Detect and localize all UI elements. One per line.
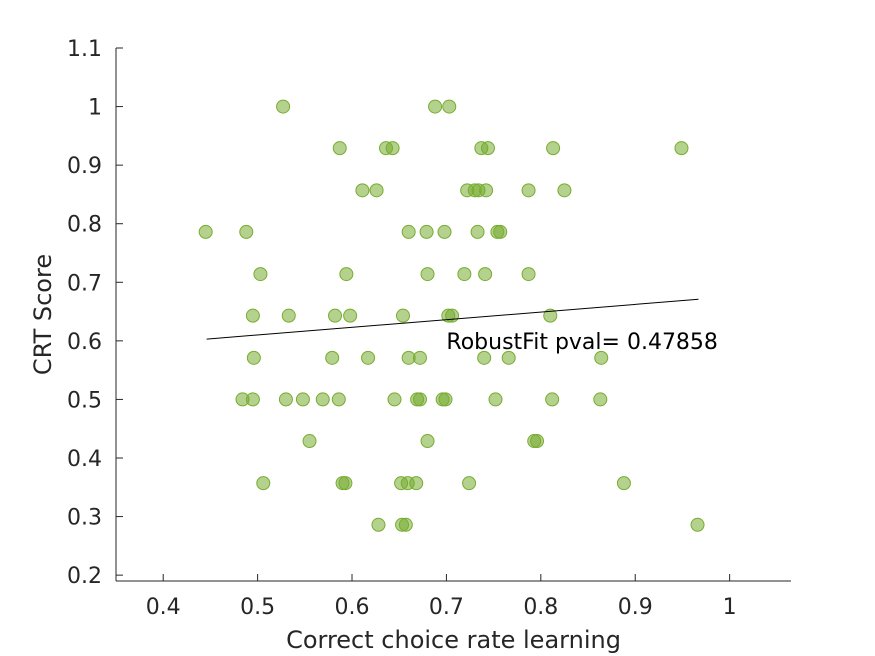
x-ticks: 0.4 0.5 0.6 0.7 0.8 0.9 1: [146, 574, 737, 620]
data-point-54: [387, 392, 402, 407]
fit-line-layer: [206, 298, 699, 340]
data-point-68: [338, 476, 353, 491]
y-tick-label: 1: [88, 96, 102, 121]
data-point-46: [501, 350, 516, 365]
data-point-26: [253, 267, 268, 282]
data-point-21: [419, 224, 434, 239]
y-tick-label: 1.1: [67, 37, 102, 62]
data-point-45: [477, 350, 492, 365]
data-point-30: [478, 267, 493, 282]
data-point-8: [546, 141, 561, 156]
data-point-41: [325, 350, 340, 365]
data-point-20: [401, 224, 416, 239]
data-point-66: [256, 476, 271, 491]
data-point-59: [488, 392, 503, 407]
x-tick-label: 0.8: [523, 595, 558, 620]
y-tick-label: 0.4: [67, 447, 102, 472]
data-point-44: [412, 350, 427, 365]
data-point-74: [371, 517, 386, 532]
x-tick-label: 0.6: [335, 595, 370, 620]
data-point-52: [315, 392, 330, 407]
data-point-22: [437, 224, 452, 239]
data-point-62: [302, 434, 317, 449]
data-point-29: [457, 267, 472, 282]
data-point-77: [690, 517, 705, 532]
y-ticks: 0.2 0.3 0.4 0.5 0.6 0.7 0.8 0.9 1 1.1: [67, 37, 123, 589]
data-point-25: [493, 224, 508, 239]
data-point-23: [470, 224, 485, 239]
data-point-49: [245, 392, 260, 407]
axes: [115, 48, 791, 582]
y-tick-label: 0.6: [67, 330, 102, 355]
data-point-72: [462, 476, 477, 491]
data-point-51: [295, 392, 310, 407]
data-point-35: [343, 308, 358, 323]
data-point-38: [445, 308, 460, 323]
data-point-42: [361, 350, 376, 365]
x-tick-label: 0.5: [240, 595, 275, 620]
data-point-53: [331, 392, 346, 407]
data-point-58: [438, 392, 453, 407]
data-point-15: [479, 183, 494, 198]
data-point-65: [530, 434, 545, 449]
y-tick-label: 0.5: [67, 388, 102, 413]
y-tick-label: 0.3: [67, 506, 102, 531]
x-tick-label: 0.7: [429, 595, 464, 620]
y-tick-label: 0.9: [67, 154, 102, 179]
data-point-61: [593, 392, 608, 407]
data-point-63: [420, 434, 435, 449]
data-point-60: [545, 392, 560, 407]
data-point-56: [412, 392, 427, 407]
data-point-11: [369, 183, 384, 198]
x-tick-label: 0.4: [146, 595, 181, 620]
data-point-33: [281, 308, 296, 323]
data-points: [198, 99, 705, 532]
data-point-47: [594, 350, 609, 365]
data-point-27: [339, 267, 354, 282]
data-point-32: [245, 308, 260, 323]
data-point-3: [332, 141, 347, 156]
y-tick-label: 0.8: [67, 213, 102, 238]
data-point-18: [198, 224, 213, 239]
x-tick-label: 0.9: [618, 595, 653, 620]
data-point-76: [398, 517, 413, 532]
data-point-71: [409, 476, 424, 491]
data-point-36: [395, 308, 410, 323]
data-point-17: [557, 183, 572, 198]
data-point-9: [674, 141, 689, 156]
data-point-50: [278, 392, 293, 407]
data-point-2: [442, 99, 457, 114]
robustfit-line: [206, 298, 699, 340]
y-axis-label: CRT Score: [29, 254, 57, 375]
y-tick-label: 0.2: [67, 564, 102, 589]
data-point-16: [521, 183, 536, 198]
data-point-31: [521, 267, 536, 282]
y-tick-label: 0.7: [67, 271, 102, 296]
data-point-1: [428, 99, 443, 114]
data-point-10: [355, 183, 370, 198]
robustfit-annotation: RobustFit pval= 0.47858: [446, 330, 718, 355]
x-tick-label: 1: [723, 595, 737, 620]
data-point-0: [276, 99, 291, 114]
x-axis-label: Correct choice rate learning: [286, 626, 621, 654]
data-point-7: [480, 141, 495, 156]
data-point-34: [328, 308, 343, 323]
data-point-28: [420, 267, 435, 282]
data-point-5: [385, 141, 400, 156]
data-point-40: [246, 350, 261, 365]
data-point-73: [616, 476, 631, 491]
data-point-19: [239, 224, 254, 239]
data-point-39: [543, 308, 558, 323]
